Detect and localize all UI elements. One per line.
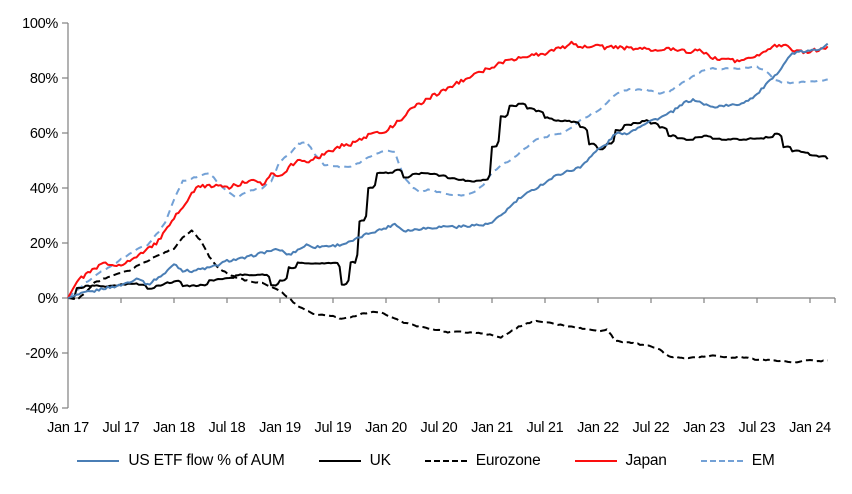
series-line-eurozone xyxy=(67,229,828,364)
x-tick-label: Jan 21 xyxy=(471,420,513,436)
series-line-em xyxy=(67,65,828,299)
x-tick-label: Jan 20 xyxy=(365,420,407,436)
x-tick-label: Jan 17 xyxy=(47,420,89,436)
line-chart: 100% 80% 60% 40% 20% 0% -20% -40% Jan 17 Jul 17 Ja… xyxy=(22,16,836,436)
x-tick-label: Jul 22 xyxy=(633,420,670,436)
series-line-us-etf-flow-of-aum xyxy=(67,42,829,299)
legend-swatch-japan xyxy=(574,460,617,462)
y-tick-label: 80% xyxy=(30,71,59,87)
x-tick-label: Jan 22 xyxy=(577,420,619,436)
legend-swatch-eurozone xyxy=(424,460,467,462)
legend-item-japan: Japan xyxy=(574,452,667,470)
legend-label-japan: Japan xyxy=(625,452,667,469)
legend-label-uk: UK xyxy=(369,452,391,469)
x-tick-label: Jul 18 xyxy=(209,420,246,436)
y-tick-label: 0% xyxy=(38,291,59,307)
series-line-japan xyxy=(67,40,829,299)
x-tick-label: Jan 18 xyxy=(153,420,195,436)
legend-item-uk: UK xyxy=(318,452,391,470)
y-tick-label: 20% xyxy=(30,236,59,252)
legend-label-eurozone: Eurozone xyxy=(475,452,541,469)
legend-label-em: EM xyxy=(751,452,775,469)
y-tick-label: -40% xyxy=(25,401,58,417)
legend-swatch-em xyxy=(700,460,743,462)
legend-swatch-uk xyxy=(318,460,361,462)
y-tick-label: -20% xyxy=(25,346,58,362)
x-tick-label: Jan 24 xyxy=(789,420,831,436)
y-tick-label: 100% xyxy=(22,16,58,32)
y-tick-label: 40% xyxy=(30,181,59,197)
axes: 100% 80% 60% 40% 20% 0% -20% -40% Jan 17 Jul 17 Ja… xyxy=(22,16,836,436)
legend-swatch-us-etf-flow-of-aum xyxy=(77,460,120,462)
x-tick-label: Jul 21 xyxy=(527,420,564,436)
legend-item-eurozone: Eurozone xyxy=(424,452,541,470)
x-tick-label: Jan 19 xyxy=(259,420,301,436)
x-tick-label: Jul 19 xyxy=(315,420,352,436)
y-tick-label: 60% xyxy=(30,126,59,142)
series-line-uk xyxy=(68,102,829,299)
chart-legend: US ETF flow % of AUM UK Eurozone Japan EM xyxy=(0,452,852,470)
x-tick-label: Jul 17 xyxy=(103,420,140,436)
x-tick-label: Jan 23 xyxy=(683,420,725,436)
legend-item-em: EM xyxy=(700,452,775,470)
legend-label-us-etf-flow-of-aum: US ETF flow % of AUM xyxy=(128,452,285,469)
x-tick-label: Jul 20 xyxy=(421,420,458,436)
legend-item-us-etf-flow-of-aum: US ETF flow % of AUM xyxy=(77,452,285,470)
x-tick-label: Jul 23 xyxy=(739,420,776,436)
